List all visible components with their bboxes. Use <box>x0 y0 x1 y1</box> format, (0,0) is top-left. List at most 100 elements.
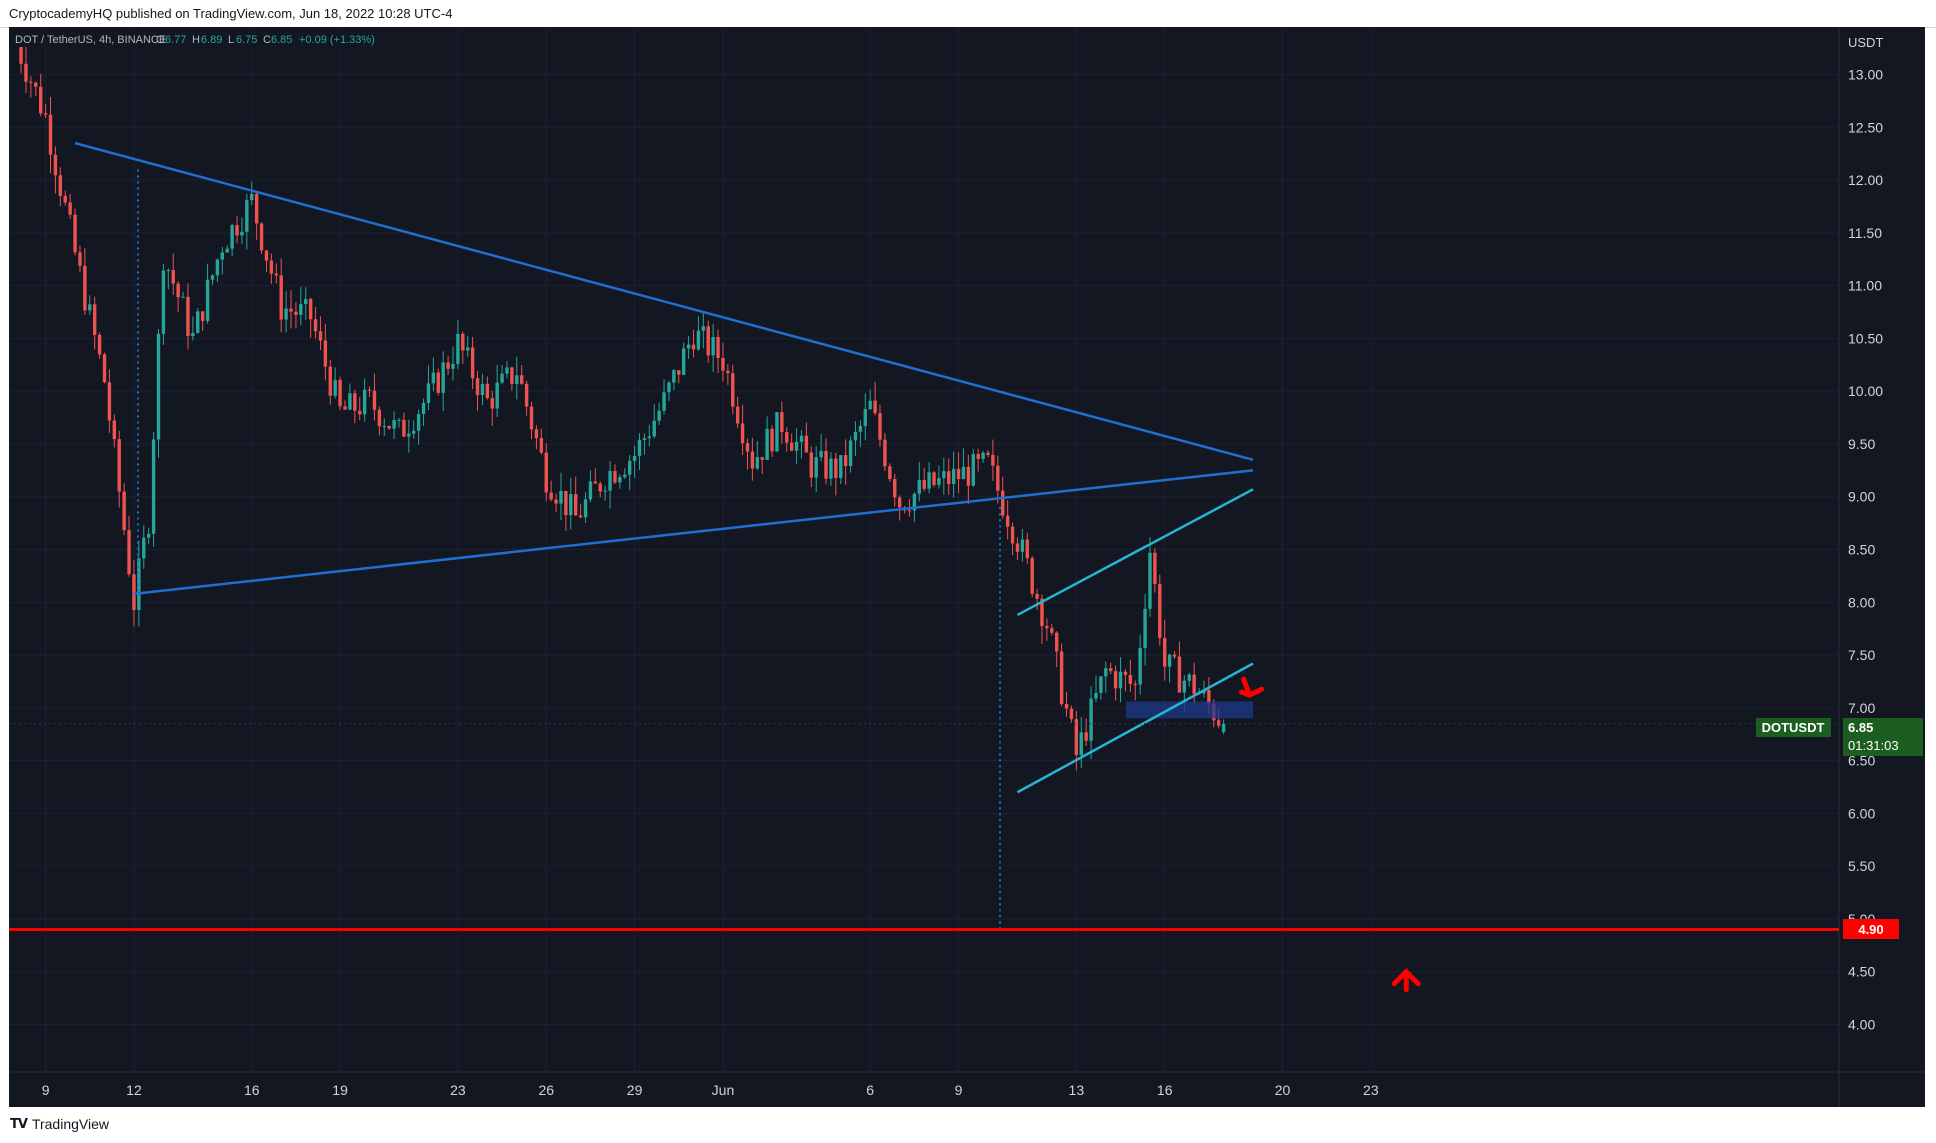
candle-body <box>731 373 735 407</box>
candle-body <box>156 333 161 440</box>
candle-body <box>637 439 642 456</box>
candle-body <box>83 265 87 311</box>
time-tick-label: Jun <box>712 1082 735 1098</box>
candle-body <box>858 426 863 432</box>
candle-body <box>608 470 612 491</box>
candle-body <box>986 452 990 455</box>
candle-body <box>848 440 853 467</box>
candle-body <box>407 433 411 437</box>
candle-body <box>799 435 804 442</box>
candle-body <box>323 340 328 367</box>
candle-body <box>937 478 941 485</box>
price-tick-label: 8.50 <box>1848 542 1875 558</box>
candle-body <box>1055 632 1059 652</box>
chart-area[interactable]: 13.00 12.50 12.00 11.50 11.00 10.50 10.00 9.50 9… <box>9 27 1925 1107</box>
legend-low: 6.75 <box>236 34 257 46</box>
candle-body <box>1143 608 1147 648</box>
candle-body <box>1153 552 1157 585</box>
candle-body <box>947 471 951 485</box>
footer-bar: TV TradingView <box>0 1107 1936 1143</box>
candle-body <box>412 430 416 434</box>
candle-body <box>1045 626 1049 629</box>
candle-body <box>814 457 818 478</box>
candle-body <box>43 113 48 115</box>
legend-open: 6.77 <box>165 34 186 46</box>
time-tick-label: 13 <box>1069 1082 1085 1098</box>
candle-body <box>53 154 58 176</box>
candle-body <box>1025 539 1029 559</box>
candle-body <box>48 114 53 155</box>
publish-info: CryptocademyHQ published on TradingView.… <box>9 6 453 21</box>
candle-body <box>19 43 23 64</box>
candle-body <box>446 362 450 369</box>
candle-body <box>981 452 985 459</box>
tradingview-logo[interactable]: TV TradingView <box>10 1116 109 1132</box>
candle-body <box>176 283 180 298</box>
candle-body <box>839 455 843 478</box>
time-tick-label: 12 <box>126 1082 142 1098</box>
candle-body <box>927 472 931 489</box>
candle-body <box>142 537 146 559</box>
candle-body <box>107 382 112 421</box>
candle-body <box>215 259 220 276</box>
legend-symbol: DOT / TetherUS, 4h, BINANCE <box>15 34 166 46</box>
candle-body <box>470 347 475 379</box>
level-tag-value: 4.90 <box>1858 922 1883 937</box>
candle-body <box>73 214 77 253</box>
candle-body <box>942 471 946 479</box>
candle-body <box>770 428 774 452</box>
candle-body <box>706 326 710 356</box>
candle-body <box>63 195 67 203</box>
candle-body <box>544 452 548 493</box>
price-tick-label: 9.50 <box>1848 436 1875 452</box>
candle-body <box>824 451 828 479</box>
price-tick-label: 7.00 <box>1848 700 1875 716</box>
time-tick-label: 26 <box>538 1082 554 1098</box>
candle-body <box>264 250 269 261</box>
channel-lower-line <box>1016 662 1254 794</box>
candle-body <box>1020 539 1025 552</box>
candle-body <box>696 330 701 350</box>
current-price-tag: DOTUSDT 6.85 01:31:03 <box>1756 718 1923 756</box>
candle-body <box>912 493 917 511</box>
candle-body <box>1094 693 1098 699</box>
candle-body <box>878 413 882 440</box>
candle-body <box>1010 526 1015 544</box>
candle-body <box>284 308 288 320</box>
publish-bar: CryptocademyHQ published on TradingView.… <box>0 0 1936 28</box>
time-tick-label: 23 <box>1363 1082 1379 1098</box>
candle-body <box>745 443 750 452</box>
legend-close-label: C <box>263 34 271 46</box>
candle-body <box>843 455 848 467</box>
candle-body <box>996 465 1000 491</box>
candle-body <box>235 225 239 236</box>
candle-body <box>348 393 352 410</box>
candle-body <box>534 429 539 439</box>
candle-body <box>735 406 740 424</box>
candle-body <box>377 409 382 427</box>
candle-body <box>34 82 38 87</box>
candle-body <box>691 344 696 350</box>
candle-body <box>515 375 519 384</box>
candle-body <box>529 406 534 430</box>
candle-body <box>721 358 725 371</box>
candle-body <box>112 420 117 440</box>
time-tick-label: 29 <box>627 1082 643 1098</box>
time-tick-label: 9 <box>955 1082 963 1098</box>
candle-body <box>88 304 92 311</box>
candle-body <box>353 393 357 411</box>
candle-body <box>510 367 514 384</box>
price-tick-label: 6.50 <box>1848 753 1875 769</box>
candle-body <box>583 499 588 518</box>
candle-body <box>922 479 926 489</box>
candle-body <box>667 382 671 393</box>
candle-body <box>681 348 686 375</box>
candle-body <box>1099 676 1103 694</box>
legend-close: 6.85 <box>271 34 292 46</box>
candle-body <box>564 490 568 516</box>
candle-body <box>760 457 764 460</box>
candle-body <box>1064 703 1069 709</box>
candle-body <box>888 466 892 480</box>
price-chart[interactable]: 13.00 12.50 12.00 11.50 11.00 10.50 10.00 9.50 9… <box>9 27 1925 1107</box>
candle-body <box>240 231 244 236</box>
